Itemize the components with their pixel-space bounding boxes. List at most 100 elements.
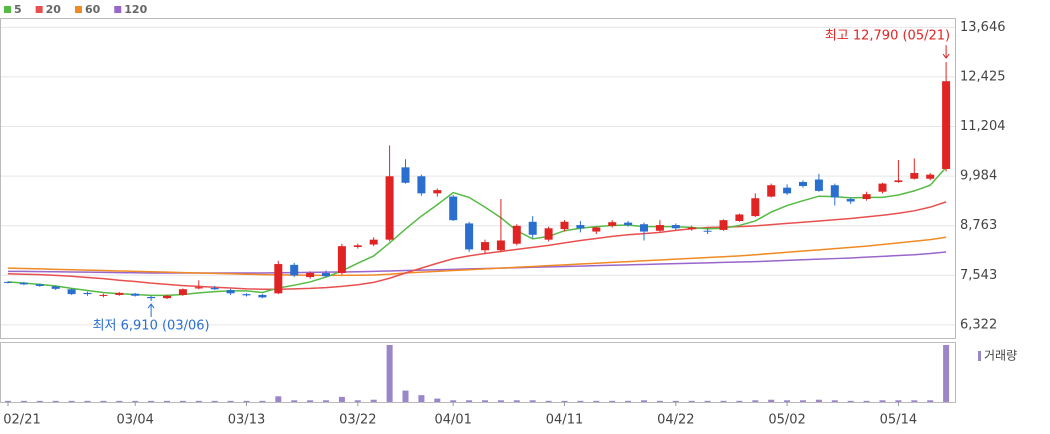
x-tick-label: 04/01 [434, 413, 471, 428]
y-tick-label: 13,646 [960, 20, 1006, 35]
volume-bar [943, 345, 950, 402]
candle-body [655, 225, 664, 231]
volume-bar [927, 400, 934, 402]
high-arrow [942, 45, 950, 59]
volume-bar [704, 400, 711, 402]
volume-bar [672, 400, 679, 402]
candle-body [624, 222, 633, 226]
x-tick-label: 03/22 [339, 413, 376, 428]
volume-bar [259, 400, 266, 402]
volume-bar [275, 396, 282, 402]
volume-bar [784, 400, 791, 402]
candle-body [783, 187, 792, 194]
x-tick-label: 04/11 [546, 413, 583, 428]
candle-body [163, 295, 171, 299]
candle-body [830, 185, 839, 198]
volume-bar [291, 400, 298, 402]
candle-body [687, 227, 696, 230]
candle-body [608, 222, 617, 226]
candle-body [417, 176, 426, 194]
x-tick-label: 05/02 [768, 413, 805, 428]
volume-bar [752, 400, 759, 402]
volume-bar [879, 400, 886, 402]
candle-body [799, 181, 807, 187]
volume-panel [0, 342, 956, 403]
volume-bar [736, 400, 743, 402]
volume-bar [482, 400, 488, 402]
candle-body [910, 173, 919, 179]
x-tick-label: 05/14 [880, 413, 917, 428]
volume-bar [402, 390, 409, 402]
volume-bar [800, 400, 806, 402]
candle-body [274, 264, 283, 294]
y-tick-label: 8,763 [960, 218, 997, 233]
legend-label: 20 [46, 3, 62, 16]
volume-bar [450, 400, 457, 402]
volume-bar [768, 399, 775, 402]
candle-body [258, 294, 267, 298]
candle-body [178, 289, 187, 295]
candle-body [814, 179, 823, 191]
volume-bar [577, 400, 584, 402]
candle-body [465, 223, 474, 250]
volume-bar [195, 400, 202, 402]
volume-bar [911, 400, 918, 402]
ma-line [7, 236, 947, 277]
x-tick-label: 03/13 [228, 413, 265, 428]
volume-bar [354, 400, 361, 402]
candle-body [496, 240, 505, 251]
candle-body [51, 286, 60, 289]
candle-body [242, 294, 251, 296]
candle-body [719, 220, 728, 230]
volume-bar [688, 400, 695, 402]
volume-bar [148, 400, 155, 402]
candle-body [735, 214, 744, 221]
candle-body [544, 228, 553, 240]
candle-body [942, 81, 951, 169]
volume-bar [529, 400, 536, 402]
candle-body [401, 167, 410, 183]
volume-legend-swatch [978, 351, 981, 361]
candle-body [290, 264, 299, 276]
volume-legend: 거래량 [984, 349, 1017, 363]
candle-body [640, 224, 648, 232]
volume-bar [100, 400, 107, 402]
volume-bar [52, 400, 59, 402]
volume-bar [323, 400, 329, 402]
volume-bar [132, 400, 139, 402]
volume-bar [418, 395, 425, 402]
x-tick-label: 02/21 [3, 413, 40, 428]
legend-swatch [114, 6, 122, 13]
candle-body [35, 284, 44, 286]
volume-bar [20, 400, 27, 402]
candle-body [210, 288, 219, 290]
volume-bar [656, 400, 663, 402]
candle-body [926, 174, 935, 179]
candle-body [481, 242, 489, 251]
candle-body [846, 199, 855, 202]
candle-body [592, 227, 601, 232]
low-arrow [147, 303, 155, 318]
candle-body [115, 292, 124, 295]
y-tick-label: 7,543 [960, 268, 997, 283]
volume-bar [895, 400, 902, 402]
volume-bar [164, 400, 170, 402]
volume-bar [641, 400, 647, 402]
volume-bar [434, 398, 441, 402]
y-tick-label: 9,984 [960, 169, 997, 184]
volume-bar [497, 400, 504, 402]
candle-body [19, 282, 28, 285]
volume-bar [720, 400, 727, 402]
volume-bar [370, 399, 377, 402]
volume-bar [227, 400, 234, 402]
high-annotation: 최고 12,790 (05/21) [825, 29, 950, 44]
volume-bar [116, 400, 123, 402]
volume-bar [338, 396, 345, 402]
candle-body [862, 194, 871, 200]
candle-body [83, 292, 92, 295]
legend-swatch [74, 6, 82, 13]
volume-bar [593, 400, 600, 402]
legend-label: 120 [124, 3, 147, 16]
volume-bar [466, 400, 473, 402]
